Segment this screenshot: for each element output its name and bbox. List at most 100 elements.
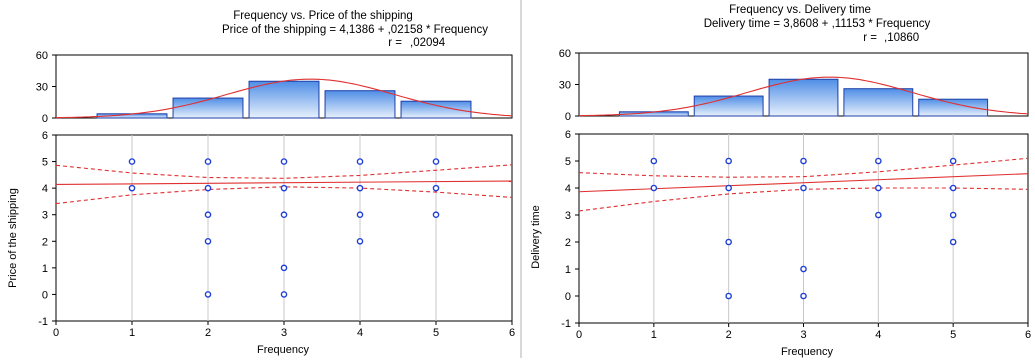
chart-panel-delivery-time: Frequency vs. Delivery time Delivery tim… (522, 0, 1035, 358)
data-point (949, 157, 957, 165)
x-tick-label: 5 (433, 327, 439, 339)
histogram-y-tick-label: 30 (36, 82, 48, 94)
data-point (204, 184, 212, 192)
histogram-y-tick-label: 0 (565, 111, 571, 123)
y-tick-label: 0 (565, 291, 571, 303)
chart-r-label: r = (388, 37, 402, 49)
x-tick-label: 1 (129, 327, 135, 339)
data-point (800, 157, 807, 165)
histogram-y-tick-label: 30 (559, 80, 571, 92)
chart-title: Frequency vs. Price of the shipping (233, 10, 413, 22)
histogram-bar (768, 78, 839, 117)
x-tick-label: 3 (800, 329, 806, 341)
data-point (949, 238, 957, 246)
x-tick-label: 0 (53, 327, 59, 339)
x-tick-label: 4 (357, 327, 363, 339)
data-point (875, 211, 882, 219)
chart-r-label: r = (863, 32, 877, 44)
data-point (204, 291, 212, 298)
x-tick-label: 6 (509, 327, 515, 339)
chart-delivery-time: Frequency vs. Delivery time Delivery tim… (530, 4, 1031, 358)
x-tick-label: 1 (651, 329, 657, 341)
confidence-band-lower (55, 186, 513, 205)
y-tick-label: 4 (42, 183, 48, 195)
chart-panel-price-shipping: Frequency vs. Price of the shipping Pric… (0, 0, 520, 358)
data-point (725, 157, 732, 165)
y-tick-label: 1 (42, 263, 48, 275)
y-tick-label: 3 (42, 210, 48, 222)
histogram-y-tick-label: 0 (42, 113, 48, 125)
y-tick-label: -1 (38, 316, 48, 328)
data-point (128, 158, 136, 165)
y-tick-label: 0 (42, 289, 48, 301)
regression-line (55, 180, 513, 186)
data-point (432, 184, 440, 192)
data-point (280, 184, 288, 192)
data-point (356, 211, 364, 219)
y-tick-label: 1 (565, 264, 571, 276)
data-point (280, 291, 288, 298)
data-point (725, 292, 732, 300)
data-point (875, 157, 882, 165)
histogram-bar (918, 98, 989, 117)
data-point (356, 237, 364, 245)
confidence-band-upper (578, 157, 1029, 178)
x-tick-label: 0 (576, 329, 582, 341)
data-point (650, 184, 658, 192)
x-tick-label: 2 (726, 329, 732, 341)
data-point (432, 158, 440, 165)
data-point (725, 238, 732, 246)
histogram-bar (400, 100, 472, 119)
y-axis-title: Delivery time (530, 205, 542, 269)
y-tick-label: 2 (42, 236, 48, 248)
data-point (800, 184, 807, 192)
chart-price-of-shipping: Frequency vs. Price of the shipping Pric… (7, 10, 515, 356)
y-tick-label: 5 (565, 156, 571, 168)
y-axis-title: Price of the shipping (7, 188, 19, 288)
y-tick-label: 3 (565, 210, 571, 222)
histogram-bar (324, 90, 396, 119)
data-point (356, 158, 364, 165)
histogram-bar (843, 88, 914, 117)
data-point (949, 211, 957, 219)
data-point (204, 237, 212, 245)
normal-fit-curve (56, 78, 513, 119)
data-point (280, 211, 288, 219)
x-axis-title: Frequency (257, 344, 309, 356)
x-tick-label: 5 (950, 329, 956, 341)
data-point (280, 158, 288, 165)
y-tick-label: 6 (565, 129, 571, 141)
y-tick-label: 4 (565, 183, 571, 195)
data-point (800, 265, 807, 273)
chart-equation: Delivery time = 3,8608 + ,11153 * Freque… (704, 18, 931, 30)
chart-equation: Price of the shipping = 4,1386 + ,02158 … (222, 24, 488, 36)
histogram-bar (693, 95, 764, 117)
chart-r-value: ,10860 (884, 32, 919, 44)
y-tick-label: 2 (565, 237, 571, 249)
x-tick-label: 4 (875, 329, 881, 341)
histogram-y-tick-label: 60 (36, 50, 48, 62)
data-point (875, 184, 882, 192)
histogram-y-tick-label: 60 (559, 48, 571, 60)
data-point (800, 292, 807, 300)
panel-divider (520, 0, 522, 358)
data-point (204, 211, 212, 219)
data-point (725, 184, 732, 192)
data-point (356, 184, 364, 192)
histogram-bar (172, 97, 244, 119)
histogram-bar (248, 80, 320, 119)
y-tick-label: 6 (42, 130, 48, 142)
data-point (128, 184, 136, 192)
chart-title: Frequency vs. Delivery time (729, 4, 871, 16)
y-tick-label: -1 (561, 318, 571, 330)
normal-fit-curve (579, 76, 1029, 117)
data-point (280, 264, 288, 272)
x-tick-label: 2 (205, 327, 211, 339)
confidence-band-upper (55, 164, 513, 179)
chart-r-value: ,02094 (410, 37, 446, 49)
data-point (949, 184, 957, 192)
x-tick-label: 6 (1025, 329, 1031, 341)
x-tick-label: 3 (281, 327, 287, 339)
data-point (432, 211, 440, 219)
data-point (650, 157, 658, 165)
